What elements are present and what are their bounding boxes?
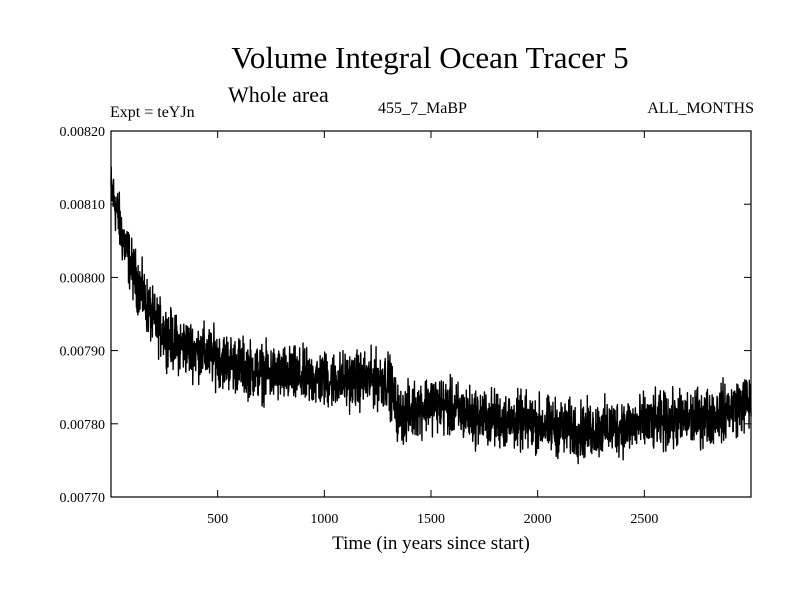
x-axis-label: Time (in years since start) <box>332 533 530 554</box>
y-tick-label: 0.00810 <box>60 198 106 213</box>
y-tick-label: 0.00770 <box>60 491 106 506</box>
y-axis: 0.00770 0.00780 0.00790 0.00800 0.00810 0.008… <box>60 125 751 506</box>
experiment-label: Expt = teYJn <box>110 104 195 121</box>
y-tick-label: 0.00780 <box>60 418 106 433</box>
y-tick-label: 0.00790 <box>60 345 106 360</box>
months-label: ALL_MONTHS <box>647 100 754 117</box>
x-tick-label: 1000 <box>310 512 338 527</box>
plot-frame <box>110 130 752 498</box>
series-line <box>110 166 752 465</box>
y-tick-label: 0.00820 <box>60 125 106 140</box>
x-tick-label: 2000 <box>524 512 552 527</box>
x-tick-label: 1500 <box>417 512 445 527</box>
y-tick-label: 0.00800 <box>60 271 106 286</box>
chart-title: Volume Integral Ocean Tracer 5 <box>231 40 629 75</box>
period-label: 455_7_MaBP <box>378 100 467 117</box>
chart-subtitle: Whole area <box>228 82 329 107</box>
x-axis: 500 1000 1500 2000 2500 <box>207 131 658 527</box>
x-tick-label: 500 <box>207 512 228 527</box>
x-tick-label: 2500 <box>630 512 658 527</box>
